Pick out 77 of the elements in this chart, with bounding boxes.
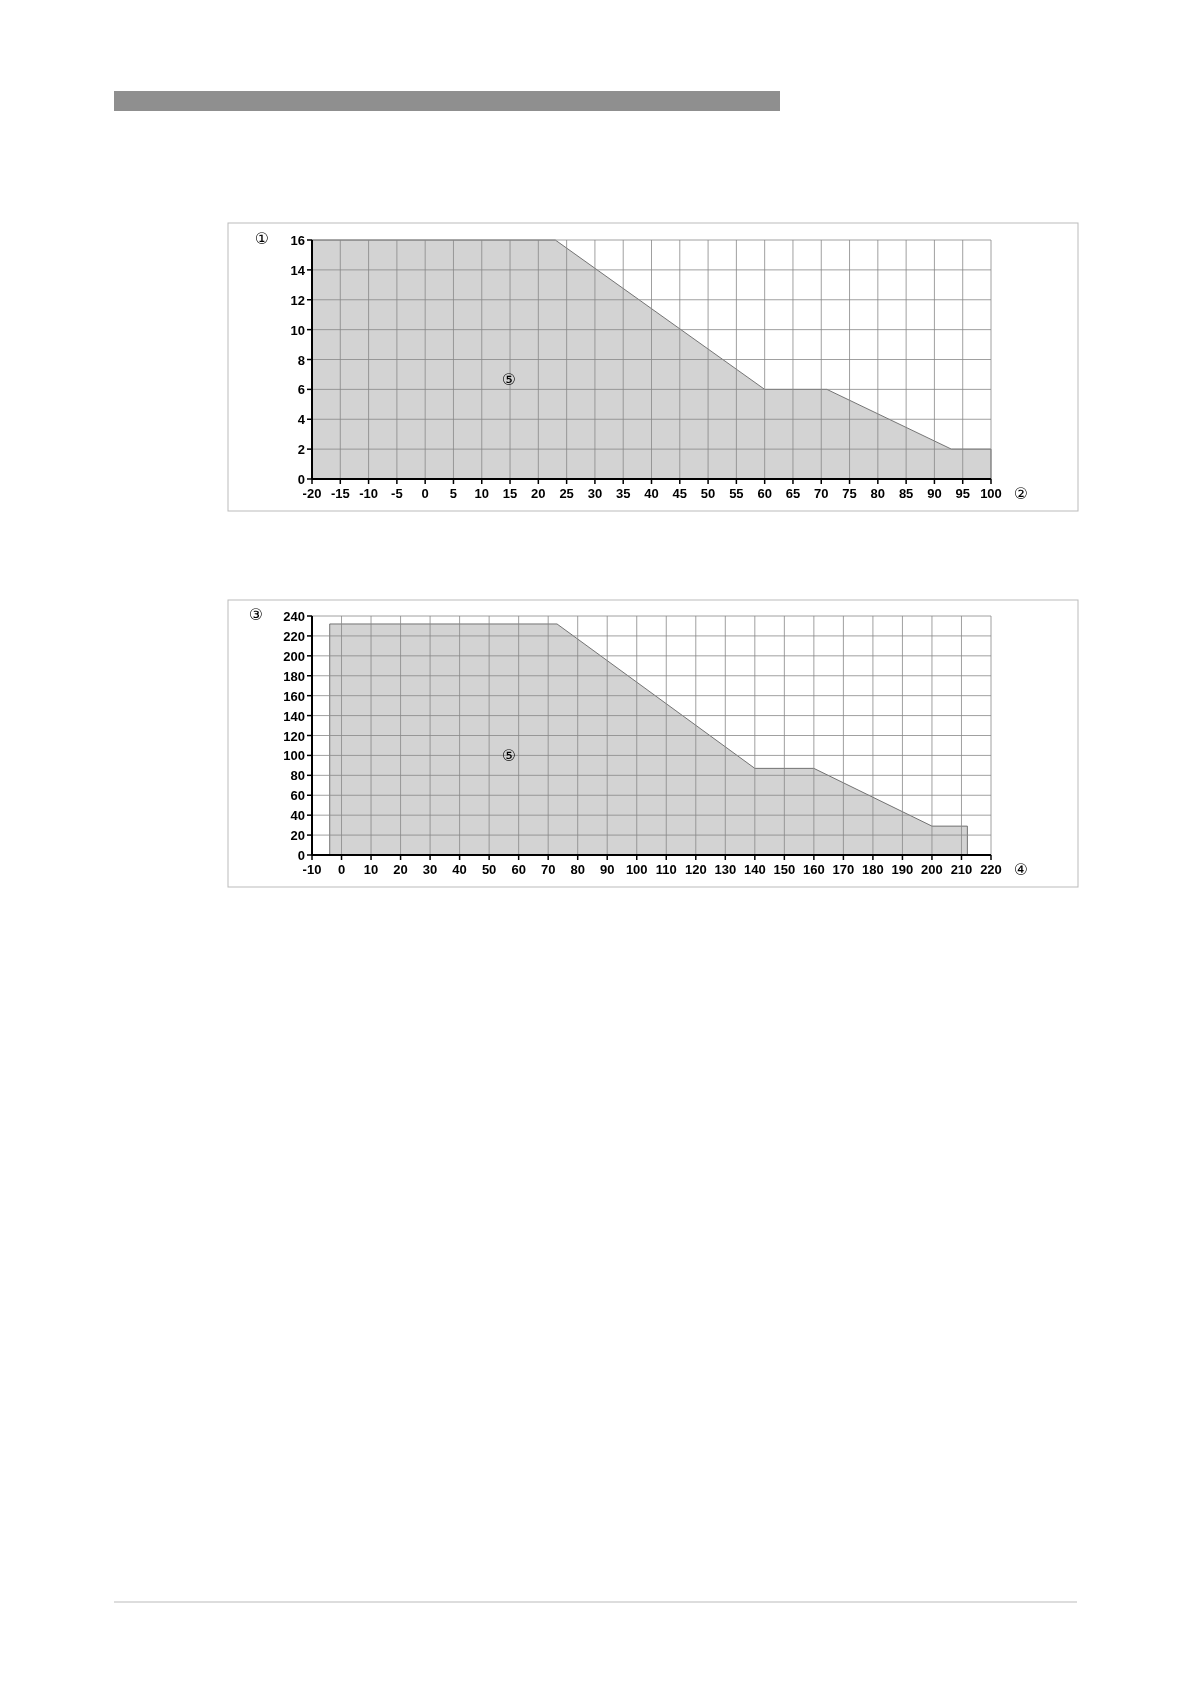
- x-tick-label: 60: [511, 862, 526, 877]
- x-tick-label: 50: [700, 486, 716, 501]
- x-tick-label: 25: [559, 486, 574, 501]
- x-tick-label: 40: [452, 862, 467, 877]
- x-tick-label: 65: [785, 486, 801, 501]
- y-tick-label: 14: [290, 262, 306, 278]
- y-tick-label: 6: [297, 382, 305, 398]
- x-tick-label: 20: [393, 862, 408, 877]
- x-tick-label: -10: [359, 486, 378, 501]
- x-tick-label: 10: [474, 486, 489, 501]
- y-tick-label: 120: [283, 728, 305, 744]
- x-tick-label: 15: [502, 486, 518, 501]
- y-tick-label: 12: [290, 292, 305, 308]
- y-axis-title: ③: [248, 606, 264, 623]
- x-axis-title: ②: [1013, 485, 1029, 502]
- y-tick-label: 180: [283, 668, 305, 684]
- x-tick-label: 20: [531, 486, 546, 501]
- y-tick-label: 200: [283, 648, 305, 664]
- y-tick-label: 8: [297, 352, 305, 368]
- x-tick-label: 200: [921, 862, 943, 877]
- x-tick-label: 95: [955, 486, 970, 501]
- y-tick-label: 20: [290, 828, 305, 844]
- x-tick-label: 210: [950, 862, 973, 877]
- y-tick-label: 160: [283, 688, 305, 704]
- x-tick-label: 30: [587, 486, 603, 501]
- x-tick-label: 220: [980, 862, 1002, 877]
- x-tick-label: 55: [729, 486, 744, 501]
- x-tick-label: 140: [743, 862, 766, 877]
- y-tick-label: 10: [290, 322, 305, 338]
- x-tick-label: 60: [757, 486, 772, 501]
- x-tick-label: 190: [891, 862, 914, 877]
- y-tick-label: 220: [283, 628, 305, 644]
- x-tick-label: -10: [302, 862, 322, 877]
- x-tick-label: 30: [422, 862, 438, 877]
- x-tick-label: 0: [337, 862, 346, 877]
- y-tick-label: 140: [283, 708, 305, 724]
- x-tick-label: 110: [655, 862, 677, 877]
- x-tick-label: 90: [599, 862, 615, 877]
- y-tick-label: 80: [290, 768, 305, 784]
- y-tick-label: 0: [297, 848, 305, 863]
- y-tick-label: 100: [283, 748, 305, 764]
- x-tick-label: 40: [644, 486, 659, 501]
- y-tick-label: 2: [297, 442, 305, 458]
- x-tick-label: 75: [842, 486, 857, 501]
- y-tick-label: 40: [290, 808, 305, 824]
- x-tick-label: 10: [363, 862, 379, 877]
- y-axis-title: ①: [254, 230, 270, 247]
- x-tick-label: 85: [898, 486, 914, 501]
- x-axis-title: ④: [1013, 861, 1029, 878]
- y-tick-label: 60: [290, 788, 305, 804]
- x-tick-label: 0: [421, 486, 429, 501]
- y-tick-label: 16: [290, 233, 305, 248]
- x-tick-label: 170: [832, 862, 855, 877]
- annotation: ⑤: [501, 746, 517, 764]
- x-tick-label: 70: [540, 862, 556, 877]
- y-tick-label: 0: [297, 472, 305, 487]
- x-tick-label: -20: [302, 486, 322, 501]
- x-tick-label: 35: [615, 486, 631, 501]
- x-tick-label: 130: [714, 862, 737, 877]
- x-tick-label: -15: [330, 486, 350, 501]
- x-tick-label: 5: [449, 486, 458, 501]
- x-tick-label: 180: [862, 862, 884, 877]
- x-tick-label: 50: [481, 862, 497, 877]
- x-tick-label: 90: [927, 486, 942, 501]
- x-tick-label: 160: [803, 862, 825, 877]
- annotation: ⑤: [501, 370, 517, 388]
- x-tick-label: 100: [625, 862, 648, 877]
- y-tick-label: 4: [297, 412, 306, 428]
- x-tick-label: 45: [672, 486, 688, 501]
- x-tick-label: -5: [391, 486, 403, 501]
- y-tick-label: 240: [283, 609, 305, 624]
- x-tick-label: 150: [773, 862, 796, 877]
- x-tick-label: 80: [570, 862, 585, 877]
- x-tick-label: 70: [814, 486, 829, 501]
- x-tick-label: 120: [684, 862, 707, 877]
- x-tick-label: 80: [870, 486, 886, 501]
- x-tick-label: 100: [980, 486, 1002, 501]
